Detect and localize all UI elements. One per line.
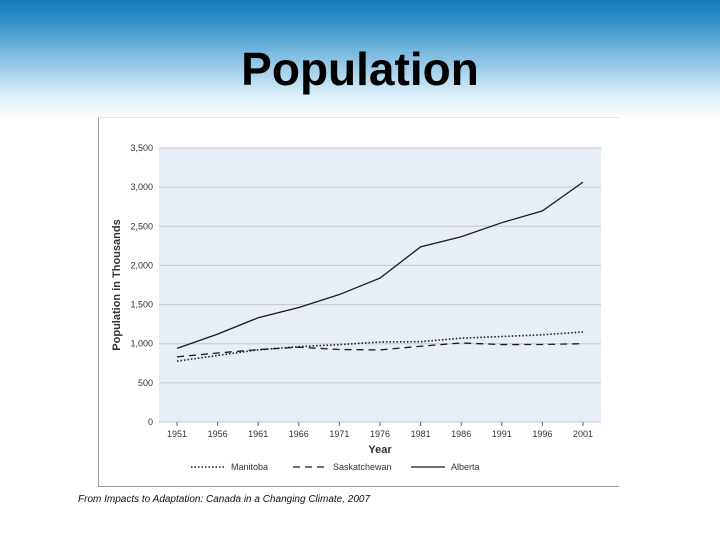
series-line-saskatchewan (176, 342, 584, 358)
legend-label-saskatchewan: Saskatchewan (333, 462, 392, 472)
y-tick-label: 2,000 (130, 260, 153, 270)
title-banner (0, 0, 720, 120)
y-tick-label: 500 (138, 378, 153, 388)
x-tick-label: 1966 (289, 429, 309, 439)
chart-frame: 0 500 1,000 1,500 2,000 2,500 3,000 3,500 1951 19… (98, 117, 619, 487)
x-tick-label: 2001 (573, 429, 593, 439)
x-tick-label: 1976 (370, 429, 390, 439)
plot-area (159, 148, 601, 422)
x-tick-label: 1981 (411, 429, 431, 439)
x-tick-label: 1961 (248, 429, 268, 439)
y-tick-label: 3,500 (130, 143, 153, 153)
legend-label-manitoba: Manitoba (231, 462, 268, 472)
y-tick-label: 1,000 (130, 339, 153, 349)
x-tick-label: 1986 (451, 429, 471, 439)
y-axis-title: Population in Thousands (111, 219, 123, 350)
x-tick-label: 1991 (492, 429, 512, 439)
y-tick-label: 2,500 (130, 221, 153, 231)
y-tick-label: 3,000 (130, 182, 153, 192)
x-tick-label: 1956 (208, 429, 228, 439)
y-tick-label: 1,500 (130, 300, 153, 310)
x-axis-title: Year (368, 444, 392, 456)
x-tick-label: 1996 (532, 429, 552, 439)
legend-label-alberta: Alberta (451, 462, 480, 472)
x-tick-label: 1971 (329, 429, 349, 439)
x-tick-label: 1951 (167, 429, 187, 439)
population-line-chart: 0 500 1,000 1,500 2,000 2,500 3,000 3,500 1951 19… (111, 143, 601, 472)
source-caption: From Impacts to Adaptation: Canada in a … (78, 494, 371, 505)
slide-title: Population (241, 43, 479, 95)
y-tick-label: 0 (148, 417, 153, 427)
